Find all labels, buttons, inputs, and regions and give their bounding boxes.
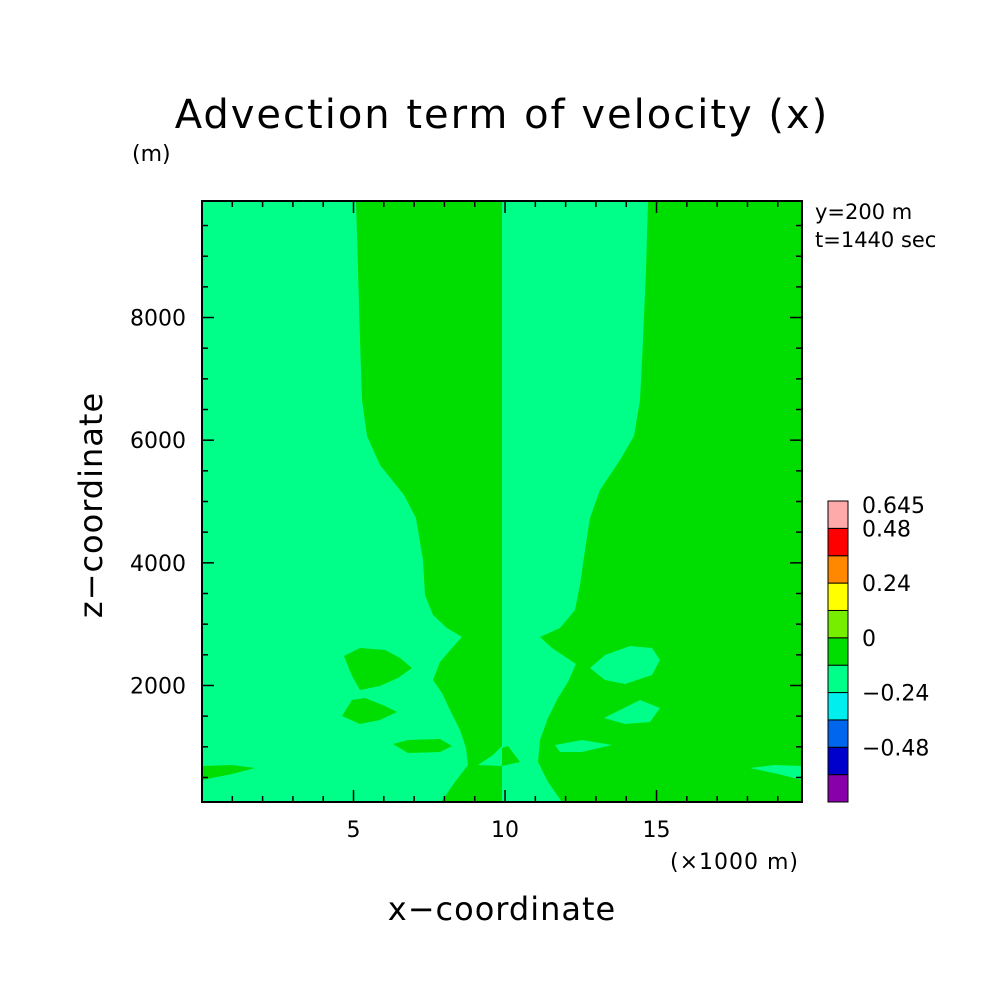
y-tick-label: 4000 — [130, 552, 186, 577]
annotation-y-position: y=200 m — [815, 200, 913, 224]
colorbar-label: −0.48 — [862, 736, 929, 761]
colorbar-bin — [827, 664, 849, 694]
contour-bottom-center-pocket — [478, 746, 502, 766]
colorbar-bin — [827, 637, 849, 666]
y-tick-label: 2000 — [130, 674, 186, 699]
colorbar-bin — [827, 609, 849, 639]
contour-right-plume — [538, 201, 802, 802]
y-tick-label: 8000 — [130, 307, 186, 332]
colorbar-bin — [827, 692, 849, 721]
contour-right-edge — [750, 765, 802, 780]
x-tick-label: 10 — [491, 818, 519, 843]
contour-left-edge — [202, 765, 255, 780]
x-tick-labels: 5 10 15 — [347, 818, 671, 843]
x-tick-label: 15 — [643, 818, 671, 843]
plot-frame — [201, 200, 803, 803]
y-tick-label: 6000 — [130, 429, 186, 454]
colorbar-label: −0.24 — [862, 682, 929, 707]
plot-area — [201, 200, 803, 803]
x-tick-label: 5 — [347, 818, 361, 843]
colorbar-bin — [827, 746, 849, 776]
contour-right-pocket-1 — [590, 646, 660, 684]
colorbar-label: 0 — [862, 627, 876, 652]
colorbar-bin — [827, 527, 849, 557]
colorbar-bin — [827, 582, 849, 611]
z-unit-label: (m) — [132, 142, 171, 167]
colorbar: −0.48 −0.24 0 0.24 0.480.645 — [827, 494, 929, 803]
contour-left-blob-2 — [342, 698, 397, 724]
colorbar-bin — [827, 500, 849, 529]
y-tick-labels: 2000 4000 6000 8000 — [130, 307, 186, 700]
colorbar-label: 0.645 — [862, 494, 925, 519]
colorbar-label: 0.48 — [862, 517, 911, 542]
colorbar-bin — [827, 774, 849, 803]
x-unit-label: (×1000 m) — [670, 850, 800, 875]
annotation-time: t=1440 sec — [815, 228, 937, 252]
contour-right-pocket-2 — [604, 700, 660, 724]
contour-left-plume — [356, 201, 502, 802]
chart-title: Advection term of velocity (x) — [174, 92, 830, 138]
contour-right-pocket-3 — [555, 740, 612, 752]
colorbar-bin — [827, 719, 849, 748]
x-axis-label: x−coordinate — [387, 890, 617, 928]
contour-left-blob-1 — [344, 648, 412, 690]
contour-left-blob-3 — [393, 739, 452, 753]
colorbar-label: 0.24 — [862, 572, 911, 597]
colorbar-bin — [827, 555, 849, 584]
contour-center-spike — [502, 746, 520, 766]
